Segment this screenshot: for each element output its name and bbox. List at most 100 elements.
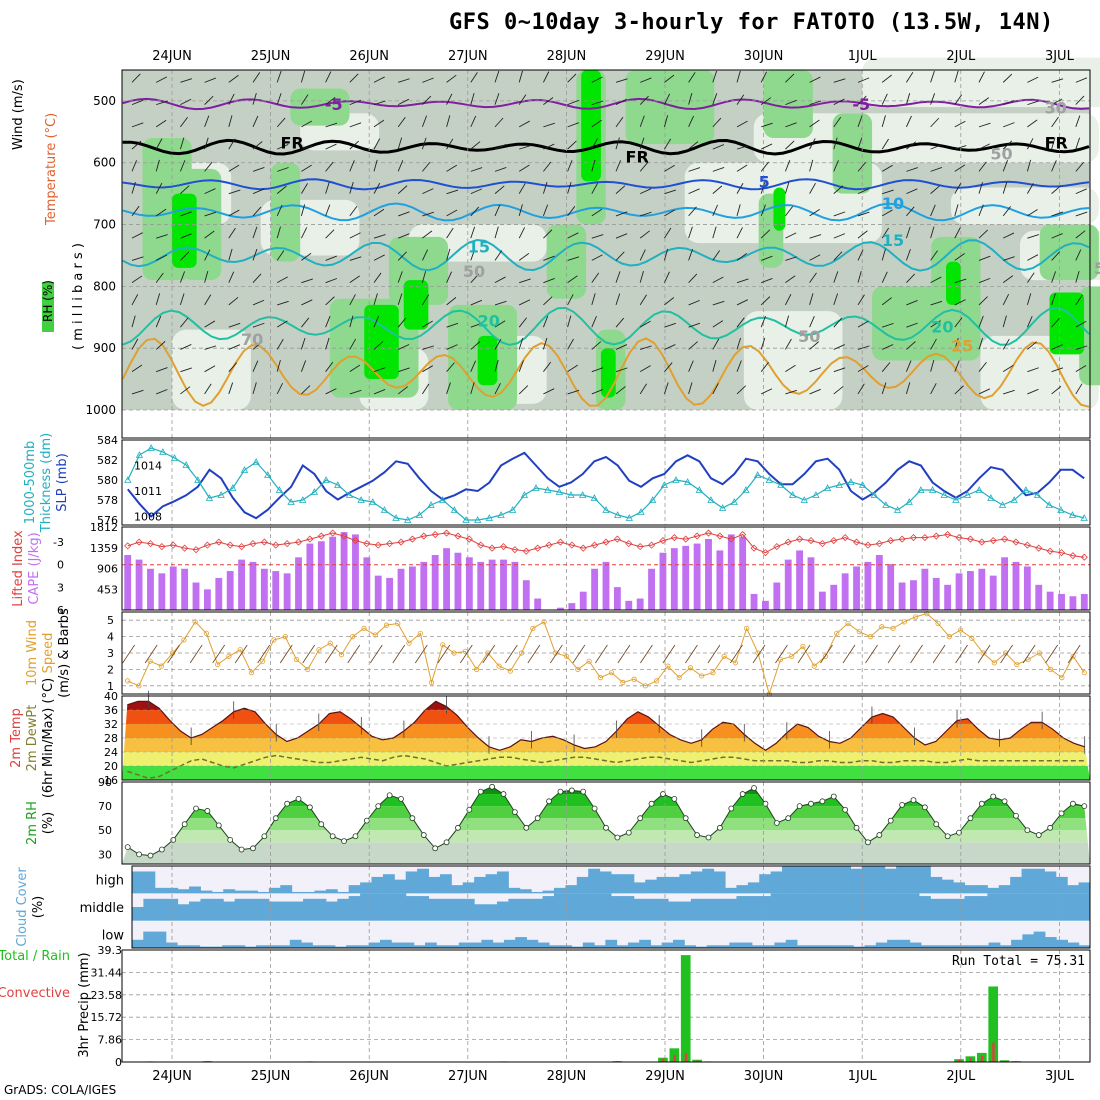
- rh-marker: [978, 800, 985, 807]
- wind-barb: [784, 182, 790, 194]
- wind-marker: [293, 656, 300, 663]
- cloud-bar: [1011, 939, 1023, 948]
- cloud-bar: [842, 945, 854, 948]
- cloud-bar: [725, 887, 737, 894]
- wind-barb: [228, 271, 235, 283]
- wind-barb: [422, 230, 433, 239]
- wind-barb: [204, 345, 217, 350]
- wind-barb: [688, 115, 695, 128]
- wind-barb: [155, 341, 166, 350]
- wind-barb: [325, 71, 332, 83]
- cape-bar: [853, 566, 860, 610]
- cloud-bar: [588, 868, 601, 894]
- cloud-bar: [679, 874, 692, 894]
- cloud-bar: [918, 896, 931, 921]
- wind-barb: [325, 161, 334, 172]
- lifted-marker: [921, 533, 929, 542]
- wind-marker: [957, 627, 964, 633]
- thickness-marker: [357, 496, 365, 503]
- top-date-label: 29JUN: [645, 49, 685, 64]
- wind-barb: [595, 644, 608, 664]
- wind-barb: [1075, 188, 1087, 195]
- wind-barb: [494, 338, 502, 350]
- cloud-bar: [988, 942, 1001, 948]
- lifted-marker: [761, 549, 770, 557]
- cape-bar: [705, 539, 712, 610]
- wind-barb: [591, 76, 603, 83]
- cape-bar: [260, 568, 268, 610]
- wind-barb: [398, 78, 410, 83]
- top-date-label: 3JUL: [1045, 49, 1075, 64]
- lifted-marker: [773, 543, 781, 551]
- wind-barb: [397, 98, 410, 106]
- wind-barb: [1075, 383, 1083, 395]
- cape-bar: [1058, 593, 1065, 610]
- ylabel-line: (%): [31, 896, 46, 919]
- lifted-marker: [909, 533, 918, 542]
- cloud-bar: [223, 889, 236, 894]
- wind-barb: [398, 367, 410, 373]
- thickness-marker: [928, 486, 937, 493]
- wind-barb: [978, 122, 991, 128]
- cape-bar: [967, 571, 974, 610]
- contour-label: FR: [280, 134, 303, 153]
- lifted-marker: [556, 538, 565, 546]
- wind-barb: [809, 272, 817, 283]
- ylabel-line: CAPE (J/kg): [27, 532, 42, 604]
- cloud-bar: [515, 937, 527, 948]
- cloud-bar: [503, 939, 516, 948]
- wind-barb: [1051, 160, 1057, 172]
- wind-barb: [397, 317, 407, 328]
- cloud-bar: [211, 898, 224, 921]
- cloud-bar: [371, 876, 384, 894]
- wind-barb: [664, 209, 676, 217]
- wind-barb: [712, 359, 717, 372]
- cloud-bar: [576, 893, 589, 921]
- lifted-marker: [408, 535, 416, 543]
- thickness-marker: [1057, 506, 1065, 513]
- cape-bar: [203, 589, 211, 610]
- wind-barb: [785, 256, 797, 261]
- cloud-bar: [1056, 939, 1068, 948]
- lifted-marker: [477, 541, 485, 549]
- cloud-bar: [223, 901, 236, 921]
- wind-barb: [494, 383, 501, 395]
- wind-barb: [1075, 365, 1087, 373]
- wind-barb: [421, 137, 427, 150]
- wind-barb: [615, 251, 625, 261]
- wind-marker: [1048, 666, 1054, 673]
- cloud-bar: [1044, 871, 1057, 894]
- wind-barb: [1075, 211, 1088, 217]
- rh-marker: [158, 846, 165, 853]
- rh-marker: [956, 829, 962, 836]
- wind-barb: [470, 188, 483, 195]
- wind-barb: [373, 367, 386, 373]
- lifted-marker: [784, 538, 792, 546]
- cloud-bar: [177, 889, 190, 894]
- cape-bar: [625, 600, 633, 610]
- wind-barb: [301, 164, 312, 172]
- rh-marker: [580, 788, 587, 795]
- rh-marker: [375, 803, 382, 810]
- lifted-marker: [1023, 541, 1031, 549]
- wind-barb: [978, 337, 984, 350]
- thickness-marker: [870, 491, 878, 498]
- cloud-bar: [622, 896, 635, 921]
- wind-barb: [591, 234, 604, 239]
- cloud-bar: [439, 898, 452, 921]
- cloud-bar: [774, 942, 787, 948]
- wind-barb: [688, 248, 694, 261]
- cloud-bar: [713, 871, 726, 894]
- wind-marker: [575, 666, 581, 673]
- wind-barb: [954, 278, 967, 284]
- dewpt-line: [127, 754, 1085, 780]
- cloud-bar: [360, 893, 372, 921]
- cloud-bar: [268, 887, 281, 894]
- cloud-bar: [656, 898, 669, 921]
- thickness-marker: [998, 501, 1007, 508]
- wind-barb: [446, 93, 453, 105]
- wind-marker: [158, 663, 164, 669]
- cloud-bar: [759, 874, 772, 894]
- lifted-marker: [659, 537, 667, 545]
- page-title: GFS 0~10day 3-hourly for FATOTO (13.5W, …: [449, 10, 1054, 35]
